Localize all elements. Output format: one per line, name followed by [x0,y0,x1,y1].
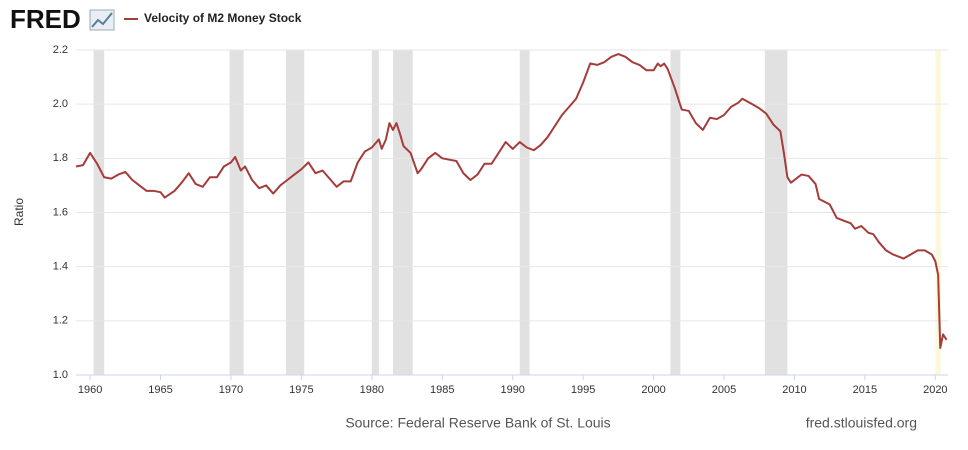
legend-label: Velocity of M2 Money Stock [144,11,302,25]
x-tick-label: 2005 [712,384,736,396]
x-tick-label: 2015 [853,384,877,396]
y-tick-label: 1.8 [53,152,68,164]
y-tick-label: 1.6 [53,206,68,218]
y-tick-label: 1.2 [53,315,68,327]
site-url[interactable]: fred.stlouisfed.org [806,415,917,431]
x-tick-label: 1980 [360,384,384,396]
logo-icon [89,9,115,31]
source: Source: Federal Reserve Bank of St. Loui… [345,415,610,431]
x-tick-label: 1965 [148,384,172,396]
x-tick-label: 2000 [641,384,665,396]
x-tick-label: 1970 [219,384,243,396]
y-tick-label: 1.0 [53,369,68,381]
y-tick-label: 2.0 [53,98,68,110]
y-tick-label: 1.4 [53,261,68,273]
data-line [75,53,948,349]
x-tick-label: 1985 [430,384,454,396]
logo: FRED [10,4,81,34]
x-tick-label: 1975 [289,384,313,396]
y-axis-label: Ratio [12,198,26,226]
x-tick-label: 2020 [923,384,947,396]
y-tick-label: 2.2 [53,44,68,56]
x-tick-label: 1995 [571,384,595,396]
x-tick-label: 1990 [500,384,524,396]
x-tick-label: 2010 [782,384,806,396]
x-tick-label: 1960 [78,384,102,396]
